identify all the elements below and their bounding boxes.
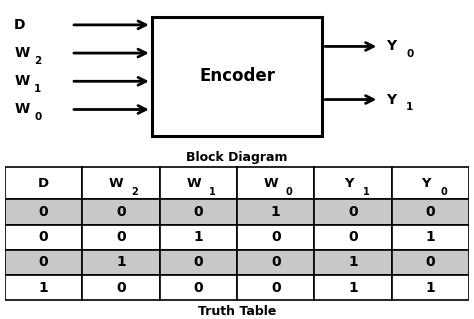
Text: 0: 0 [39, 205, 48, 219]
Text: 0: 0 [34, 112, 41, 122]
Bar [237, 199, 314, 225]
Bar [82, 167, 160, 199]
Text: 1: 1 [426, 281, 436, 294]
Text: 0: 0 [39, 230, 48, 244]
Text: W: W [264, 177, 278, 190]
Text: Truth Table: Truth Table [198, 305, 276, 317]
Bar [392, 167, 469, 199]
Bar [237, 250, 314, 275]
Bar [82, 225, 160, 250]
Text: 0: 0 [116, 205, 126, 219]
Text: 1: 1 [116, 256, 126, 269]
Text: W: W [109, 177, 124, 190]
Text: 0: 0 [116, 281, 126, 294]
Text: 1: 1 [34, 84, 41, 94]
Text: D: D [14, 18, 26, 32]
Text: Y: Y [344, 177, 353, 190]
Text: 2: 2 [131, 187, 138, 197]
Bar [82, 199, 160, 225]
Bar [314, 275, 392, 300]
Text: 1: 1 [271, 205, 281, 219]
Text: 0: 0 [193, 256, 203, 269]
Text: 1: 1 [38, 281, 48, 294]
Text: 1: 1 [406, 102, 413, 112]
Bar [392, 199, 469, 225]
Text: Y: Y [386, 93, 396, 107]
Bar [392, 225, 469, 250]
Bar [160, 275, 237, 300]
Text: 0: 0 [426, 256, 435, 269]
Text: Y: Y [386, 40, 396, 54]
Text: 1: 1 [348, 281, 358, 294]
Bar [5, 167, 82, 199]
Bar [314, 250, 392, 275]
Text: Block Diagram: Block Diagram [186, 151, 288, 164]
Text: W: W [14, 102, 29, 116]
Text: W: W [186, 177, 201, 190]
Text: 0: 0 [39, 256, 48, 269]
Text: 0: 0 [441, 187, 447, 197]
Text: Y: Y [421, 177, 431, 190]
Text: 0: 0 [193, 281, 203, 294]
Text: 0: 0 [193, 205, 203, 219]
Bar [237, 275, 314, 300]
Text: 1: 1 [364, 187, 370, 197]
Text: D: D [38, 177, 49, 190]
Text: 0: 0 [426, 205, 435, 219]
Bar [160, 167, 237, 199]
Bar [5, 225, 82, 250]
Text: 1: 1 [426, 230, 436, 244]
Text: Encoder: Encoder [199, 67, 275, 85]
Bar [5, 275, 82, 300]
Bar [237, 225, 314, 250]
Bar [160, 199, 237, 225]
Text: W: W [14, 46, 29, 60]
Text: 0: 0 [271, 230, 281, 244]
Bar [5, 199, 82, 225]
Text: 0: 0 [286, 187, 292, 197]
Text: 0: 0 [348, 230, 358, 244]
Bar [160, 250, 237, 275]
Bar [392, 250, 469, 275]
Text: 2: 2 [34, 56, 41, 65]
Bar [314, 167, 392, 199]
Bar [237, 167, 314, 199]
Text: 0: 0 [271, 281, 281, 294]
Bar [160, 225, 237, 250]
Text: 1: 1 [209, 187, 215, 197]
Text: 0: 0 [116, 230, 126, 244]
Bar [314, 199, 392, 225]
Bar [82, 250, 160, 275]
Bar [152, 17, 322, 136]
Text: 1: 1 [193, 230, 203, 244]
Text: 0: 0 [406, 49, 413, 59]
Bar [5, 250, 82, 275]
Text: 1: 1 [348, 256, 358, 269]
Bar [392, 275, 469, 300]
Text: 0: 0 [348, 205, 358, 219]
Bar [314, 225, 392, 250]
Text: W: W [14, 74, 29, 88]
Bar [82, 275, 160, 300]
Text: 0: 0 [271, 256, 281, 269]
